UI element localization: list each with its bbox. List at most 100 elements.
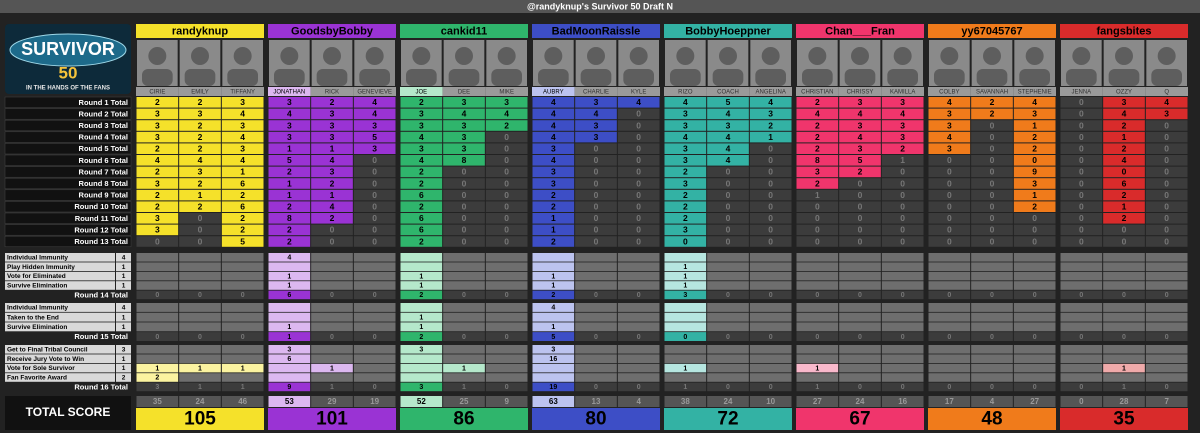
round-cell	[485, 155, 528, 166]
section-total-cell	[928, 290, 971, 300]
round-cell	[1145, 155, 1188, 166]
section-total-cell	[400, 382, 443, 392]
bonus-value: 1	[683, 365, 687, 372]
section-total-value: 0	[1165, 292, 1169, 299]
round-cell	[136, 201, 179, 212]
round-value: 3	[1122, 97, 1127, 107]
bonus-cell	[443, 373, 485, 382]
section-total-cell	[353, 382, 396, 392]
round-label: Round 4 Total	[79, 133, 128, 142]
round-cell	[928, 178, 971, 189]
bonus-cell	[136, 303, 179, 312]
player-name-cell	[268, 87, 311, 96]
round-value: 0	[594, 213, 599, 223]
round-cell	[221, 131, 264, 143]
round-value: 2	[1122, 120, 1127, 130]
round-cell	[532, 201, 575, 212]
bonus-cell	[485, 271, 528, 281]
photo-shoulders	[755, 69, 786, 86]
round-value: 1	[900, 155, 905, 165]
section-total-value: 1	[1122, 384, 1126, 391]
round-cell	[532, 213, 575, 224]
round-value: 2	[815, 178, 820, 188]
player-name: KYLE	[631, 89, 646, 95]
team-header	[400, 24, 528, 38]
round-value: 0	[1164, 167, 1169, 177]
bonus-cell	[1013, 373, 1056, 382]
section-total-cell	[221, 332, 264, 341]
section-total-cell	[617, 290, 660, 300]
bonus-cell	[749, 363, 792, 373]
round-value: 0	[1032, 236, 1037, 246]
round-value: 3	[198, 109, 203, 119]
player-total: 24	[196, 397, 205, 406]
round-cell	[839, 236, 881, 247]
bonus-cell	[749, 345, 792, 354]
round-cell	[221, 178, 264, 189]
round-cell	[1060, 224, 1103, 236]
round-value: 0	[462, 190, 467, 200]
section-total-value: 0	[505, 334, 509, 341]
round-cell	[353, 224, 396, 236]
bonus-cell	[839, 363, 881, 373]
round-value: 0	[372, 178, 377, 188]
photo-head	[851, 47, 869, 65]
team-score-cell	[400, 408, 528, 430]
team-score: 35	[1113, 409, 1135, 430]
round-cell	[1103, 236, 1145, 247]
section-total-value: 0	[1122, 292, 1126, 299]
round-cell	[575, 166, 617, 178]
player-name: DEE	[458, 89, 470, 95]
section-total-value: 0	[1079, 384, 1083, 391]
round-cell	[971, 143, 1013, 154]
round-value: 0	[462, 178, 467, 188]
round-value: 1	[330, 190, 335, 200]
round-value: 4	[726, 143, 731, 153]
player-name-cell	[1102, 87, 1146, 96]
round-cell	[707, 97, 749, 108]
round-cell	[400, 213, 443, 224]
round-value: 0	[858, 190, 863, 200]
round-cell	[575, 97, 617, 108]
round-cell	[928, 201, 971, 212]
bonus-cell	[1145, 303, 1188, 312]
round-cell	[664, 143, 707, 154]
round-cell	[617, 120, 660, 131]
round-value: 0	[198, 225, 203, 235]
round-value: 2	[419, 201, 424, 211]
player-name: OZZY	[1116, 89, 1132, 95]
round-value: 2	[768, 120, 773, 130]
round-cell	[268, 143, 311, 154]
photo-head	[365, 47, 384, 65]
round-cell	[268, 213, 311, 224]
bonus-cell	[881, 322, 924, 332]
bonus-cell	[532, 345, 575, 354]
player-name: STEPHENIE	[1018, 89, 1052, 95]
bonus-cell	[664, 354, 707, 363]
photo-head	[191, 47, 209, 65]
round-cell	[221, 155, 264, 166]
round-value: 3	[858, 97, 863, 107]
bonus-cell	[400, 322, 443, 332]
round-cell	[796, 213, 839, 224]
round-cell	[311, 120, 353, 131]
round-value: 0	[636, 236, 641, 246]
bonus-points: 4	[122, 305, 126, 312]
round-label: Round 2 Total	[79, 109, 128, 118]
round-cell	[179, 131, 221, 143]
round-cell	[881, 131, 924, 143]
player-name-cell	[838, 87, 882, 96]
bonus-label-cell	[5, 354, 115, 363]
round-cell	[839, 97, 881, 108]
round-value: 0	[636, 201, 641, 211]
round-value: 4	[240, 132, 245, 142]
bonus-cell	[664, 262, 707, 271]
photo-shoulders	[802, 69, 833, 86]
round-cell	[928, 224, 971, 236]
round-cell	[707, 108, 749, 120]
bonus-cell	[749, 312, 792, 322]
section-total-value: 0	[726, 334, 730, 341]
round-cell	[443, 166, 485, 178]
bonus-cell	[707, 373, 749, 382]
round-cell	[443, 201, 485, 212]
